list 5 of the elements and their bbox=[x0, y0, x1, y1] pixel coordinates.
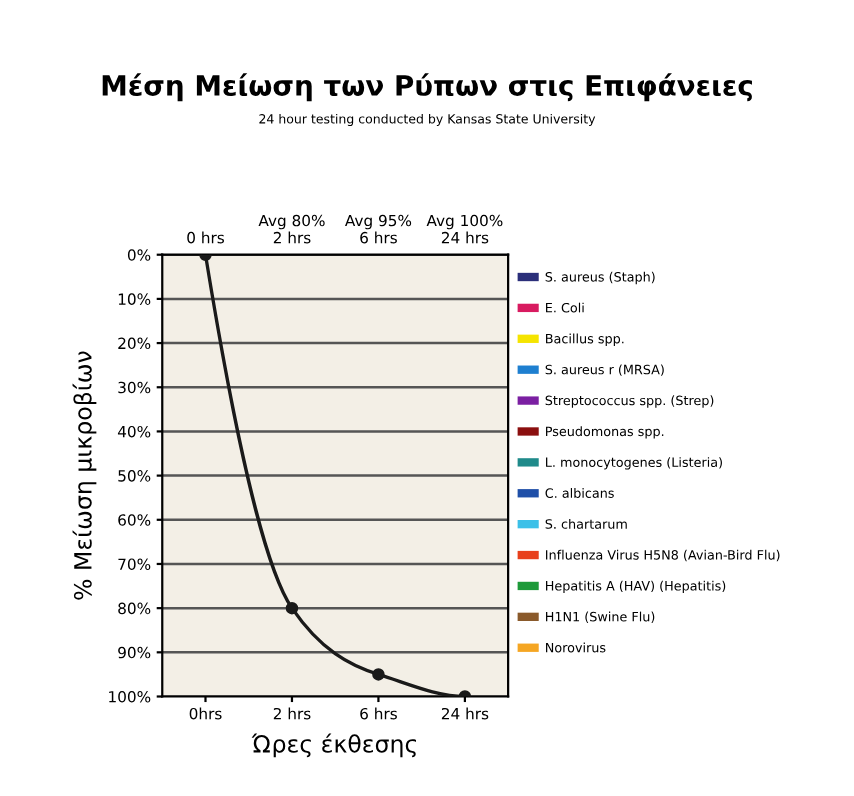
x-axis-title: Ώρες έκθεσης bbox=[251, 733, 416, 758]
point bbox=[285, 601, 299, 615]
y-axis-title: % Μείωση μικροβίων bbox=[72, 351, 97, 600]
point bbox=[372, 668, 385, 681]
chart-title: Μέση Μείωση των Ρύπων στις Επιφάνειες bbox=[102, 73, 752, 102]
